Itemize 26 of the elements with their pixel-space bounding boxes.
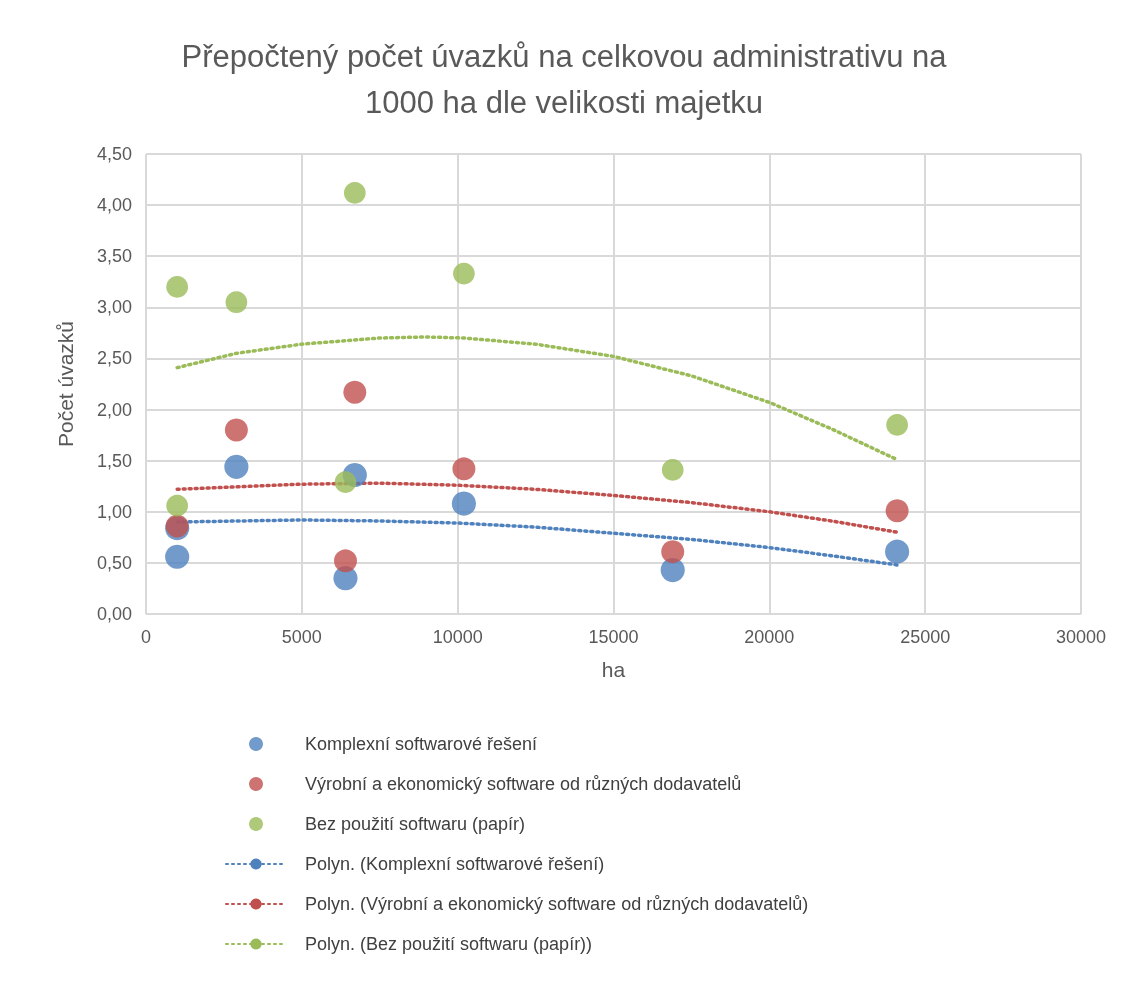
legend-label: Polyn. (Bez použití softwaru (papír)) [305,934,593,954]
x-tick-label: 15000 [588,627,639,647]
y-tick-label: 4,00 [96,195,132,216]
x-tick-label: 30000 [1055,627,1107,647]
y-tick-label: 2,00 [96,399,132,420]
x-tick-label: 0 [140,627,152,647]
y-tick-label: 0,50 [96,552,132,573]
x-tick-label: 20000 [744,627,795,647]
y-tick-label: 3,00 [96,297,132,318]
legend-label: Komplexní softwarové řešení [305,734,538,754]
legend-label: Výrobní a ekonomický software od různých dodavatelů [305,774,742,794]
x-tick-label: 5000 [281,627,322,647]
y-axis-title: Počet úvazků [54,320,77,448]
y-tick-label: 2,50 [96,348,132,369]
y-tick-label: 4,50 [96,144,132,164]
y-tick-label: 1,00 [96,501,132,522]
x-tick-label: 10000 [432,627,483,647]
legend-label: Polyn. (Komplexní softwarové řešení) [305,854,605,874]
y-tick-label: 0,00 [96,604,132,624]
legend-label: Polyn. (Výrobní a ekonomický software od různých dodavatelů) [305,894,809,914]
x-tick-label: 25000 [900,627,951,647]
legend-label: Bez použití softwaru (papír) [305,814,526,834]
x-axis-title: ha [601,658,626,681]
y-tick-label: 1,50 [96,450,132,471]
y-tick-label: 3,50 [96,246,132,267]
chart-title: Přepočtený počet úvazků na celkovou administrativu na 1000 ha dle velikosti majetku [181,38,948,120]
